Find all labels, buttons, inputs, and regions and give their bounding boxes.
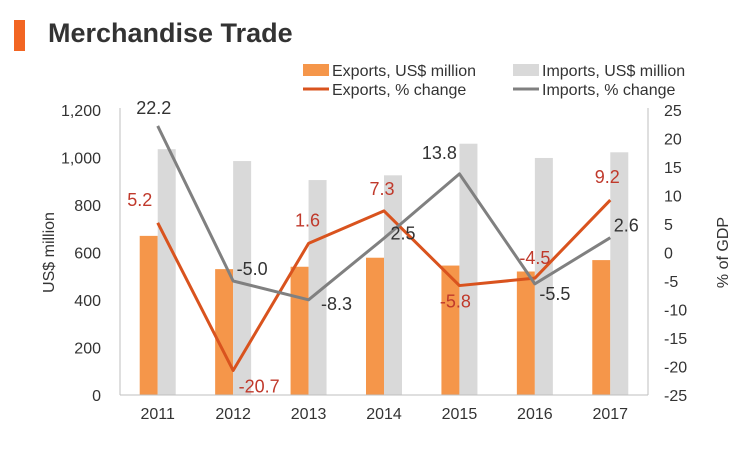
exports-change-label-2012: -20.7 (239, 376, 280, 396)
bar-imports-2012 (233, 161, 252, 395)
x-tick-label-2012: 2012 (215, 406, 251, 423)
legend-imports-bar-swatch (513, 64, 539, 76)
x-tick-label-2013: 2013 (291, 406, 327, 423)
x-tick-label-2015: 2015 (442, 406, 478, 423)
y2-tick-label: -15 (664, 331, 687, 348)
y2-axis-title: % of GDP (715, 217, 732, 288)
exports-change-label-2013: 1.6 (295, 210, 320, 230)
x-tick-label-2011: 2011 (141, 406, 176, 423)
bar-imports-2016 (534, 157, 553, 395)
y2-tick-label: 20 (664, 132, 682, 149)
exports-change-label-2017: 9.2 (595, 167, 620, 187)
data-labels: 5.2 -20.7 1.6 7.3 -5.8 -4.5 9.2 22.2 -5.0 -8.3 2.5… (127, 98, 639, 397)
imports-change-label-2014: 2.5 (390, 223, 415, 243)
y-tick-label: 200 (74, 341, 101, 358)
lines (156, 125, 612, 372)
axes: 0 200 400 600 800 1,000 1,200 -25 -20 -15 -10 -5 0 5 1… (41, 103, 732, 423)
imports-change-label-2017: 2.6 (614, 216, 639, 236)
chart-title: Merchandise Trade (48, 18, 293, 48)
bar-exports-2014 (366, 257, 384, 395)
exports-change-line (156, 199, 612, 372)
bar-exports-2011 (139, 235, 158, 395)
legend-exports-change: Exports, % change (303, 82, 466, 99)
legend-exports-bar-label: Exports, US$ million (332, 63, 476, 80)
legend-imports-change-label: Imports, % change (542, 82, 676, 99)
legend-imports-change: Imports, % change (513, 82, 676, 99)
y-tick-label: 1,200 (61, 103, 101, 120)
x-tick-label-2017: 2017 (592, 406, 628, 423)
y-tick-label: 800 (74, 198, 101, 215)
bar-exports-2013 (290, 266, 309, 395)
legend-exports-bar-swatch (303, 64, 329, 76)
imports-change-label-2015: 13.8 (422, 143, 457, 163)
y-tick-label: 600 (74, 246, 101, 263)
imports-change-label-2011: 22.2 (136, 98, 171, 118)
legend-exports-bar: Exports, US$ million (303, 63, 476, 80)
legend: Exports, US$ million Imports, US$ million… (303, 63, 685, 99)
y2-tick-label: -25 (664, 388, 687, 405)
y2-tick-label: 0 (664, 246, 673, 263)
y-axis-title: US$ million (41, 212, 58, 293)
y2-tick-label: -20 (664, 360, 687, 377)
y-tick-label: 0 (92, 388, 101, 405)
bar-exports-2015 (441, 265, 460, 395)
exports-change-label-2011: 5.2 (127, 190, 152, 210)
y2-tick-label: 15 (664, 160, 682, 177)
exports-change-label-2014: 7.3 (369, 179, 394, 199)
bar-exports-2017 (592, 260, 611, 395)
y2-tick-label: 5 (664, 217, 673, 234)
imports-change-label-2012: -5.0 (237, 259, 268, 279)
x-tick-label-2014: 2014 (366, 406, 402, 423)
bar-imports-2013 (308, 180, 327, 395)
x-tick-label-2016: 2016 (517, 406, 553, 423)
bar-exports-2016 (516, 271, 535, 395)
legend-imports-bar: Imports, US$ million (513, 63, 685, 80)
exports-change-label-2015: -5.8 (440, 292, 471, 312)
y2-tick-label: 25 (664, 103, 682, 120)
legend-imports-bar-label: Imports, US$ million (542, 63, 685, 80)
y2-tick-label: 10 (664, 189, 682, 206)
y-tick-label: 1,000 (61, 151, 101, 168)
y-tick-label: 400 (74, 293, 101, 310)
y2-tick-label: -5 (664, 274, 678, 291)
bar-imports-2014 (384, 175, 402, 395)
bar-imports-2011 (157, 149, 176, 395)
imports-change-label-2016: -5.5 (539, 284, 570, 304)
imports-change-label-2013: -8.3 (321, 294, 352, 314)
bar-imports-2017 (610, 152, 629, 395)
exports-change-label-2016: -4.5 (519, 248, 550, 268)
title-accent-bar (14, 20, 25, 51)
legend-exports-change-label: Exports, % change (332, 82, 466, 99)
imports-change-line (156, 125, 612, 302)
y2-tick-label: -10 (664, 303, 687, 320)
bar-exports-2012 (215, 269, 234, 395)
bar-imports-2015 (459, 143, 478, 395)
